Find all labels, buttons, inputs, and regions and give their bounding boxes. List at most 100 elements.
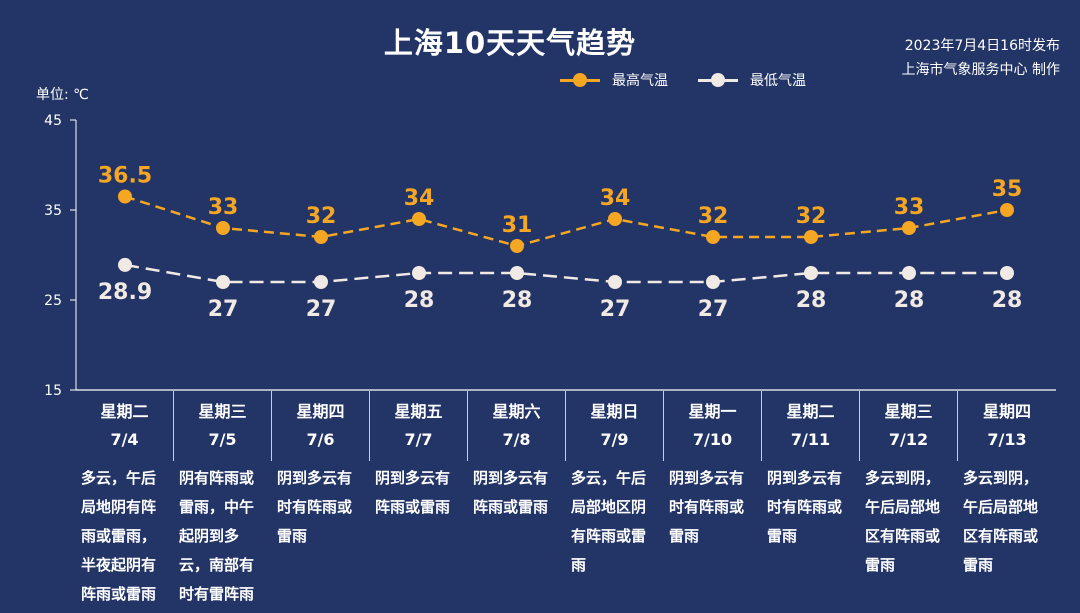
low-temp-point bbox=[902, 266, 916, 280]
weekday-label: 星期三 bbox=[884, 402, 933, 421]
weather-description: 阴到多云有时有阵雨或雷雨 bbox=[669, 469, 745, 545]
weather-description: 阴到多云有时有阵雨或雷雨 bbox=[767, 469, 843, 545]
high-temp-label: 32 bbox=[698, 204, 729, 229]
low-temp-label: 27 bbox=[698, 297, 729, 322]
low-temp-label: 27 bbox=[306, 297, 337, 322]
y-tick-label: 45 bbox=[44, 113, 62, 129]
low-temp-point bbox=[1000, 266, 1014, 280]
weather-description: 多云，午后局地阴有阵雨或雷雨，半夜起阴有阵雨或雷雨 bbox=[81, 469, 157, 603]
legend-label-low: 最低气温 bbox=[750, 73, 806, 89]
weather-description: 阴有阵雨或雷雨，中午起阴到多云，南部有时有雷阵雨 bbox=[179, 469, 255, 603]
high-temp-point bbox=[706, 230, 720, 244]
weather-description: 多云，午后局部地区阴有阵雨或雷雨 bbox=[571, 469, 647, 574]
legend-item-low: 最低气温 bbox=[698, 70, 806, 90]
high-temp-point bbox=[1000, 203, 1014, 217]
low-temp-line bbox=[124, 263, 1007, 284]
day-header-cell: 星期二 7/4 bbox=[76, 391, 174, 461]
low-temp-point bbox=[804, 266, 818, 280]
weekday-label: 星期二 bbox=[786, 402, 835, 421]
y-tick-label: 15 bbox=[44, 383, 62, 399]
low-temp-point bbox=[412, 266, 426, 280]
date-label: 7/12 bbox=[888, 430, 929, 449]
high-temp-label: 32 bbox=[796, 204, 827, 229]
weather-description-row: 多云，午后局地阴有阵雨或雷雨，半夜起阴有阵雨或雷雨 阴有阵雨或雷雨，中午起阴到多云… bbox=[76, 464, 1056, 609]
low-temp-point bbox=[608, 275, 622, 289]
high-temp-line bbox=[124, 195, 1008, 248]
day-header-cell: 星期三 7/5 bbox=[174, 391, 272, 461]
high-temp-label: 33 bbox=[208, 195, 239, 220]
high-temp-label: 34 bbox=[600, 186, 631, 211]
high-temp-label: 32 bbox=[306, 204, 337, 229]
day-header-cell: 星期五 7/7 bbox=[370, 391, 468, 461]
weekday-label: 星期三 bbox=[198, 402, 247, 421]
low-temp-label: 28 bbox=[894, 288, 925, 313]
high-temp-point bbox=[314, 230, 328, 244]
high-temp-point bbox=[902, 221, 916, 235]
date-label: 7/4 bbox=[110, 430, 139, 449]
low-temp-label: 27 bbox=[600, 297, 631, 322]
weekday-label: 星期四 bbox=[982, 402, 1031, 421]
low-temp-label: 28 bbox=[502, 288, 533, 313]
weekday-label: 星期六 bbox=[492, 402, 541, 421]
day-header-row: 星期二 7/4 星期三 7/5 星期四 7/6 星期五 7/7 星期六 7/8 星期日 7/9 星期一 7… bbox=[76, 391, 1056, 461]
publish-time: 2023年7月4日16时发布 bbox=[904, 38, 1060, 54]
weather-description: 阴到多云有时有阵雨或雷雨 bbox=[277, 469, 353, 545]
y-tick-label: 35 bbox=[44, 203, 62, 219]
high-temp-point bbox=[216, 221, 230, 235]
high-temp-label: 33 bbox=[894, 195, 925, 220]
date-label: 7/6 bbox=[306, 430, 335, 449]
low-temp-label: 28 bbox=[796, 288, 827, 313]
day-header-cell: 星期三 7/12 bbox=[860, 391, 958, 461]
legend-swatch-low bbox=[698, 73, 738, 87]
date-label: 7/7 bbox=[404, 430, 433, 449]
high-temp-label: 36.5 bbox=[98, 164, 152, 189]
legend-label-high: 最高气温 bbox=[612, 73, 668, 89]
low-temp-point bbox=[118, 257, 132, 272]
low-temp-label: 28 bbox=[404, 288, 435, 313]
day-header-cell: 星期四 7/13 bbox=[958, 391, 1056, 461]
publisher: 上海市气象服务中心 制作 bbox=[901, 62, 1060, 78]
date-label: 7/10 bbox=[692, 430, 733, 449]
high-temp-point bbox=[804, 230, 818, 244]
low-temp-label: 28.9 bbox=[98, 280, 152, 305]
low-temp-point bbox=[510, 266, 524, 280]
day-header-cell: 星期日 7/9 bbox=[566, 391, 664, 461]
date-label: 7/5 bbox=[208, 430, 237, 449]
weather-description: 阴到多云有阵雨或雷雨 bbox=[473, 469, 549, 516]
high-temp-label: 31 bbox=[502, 213, 533, 238]
weekday-label: 星期日 bbox=[590, 402, 639, 421]
low-temp-point bbox=[314, 275, 328, 289]
weekday-label: 星期一 bbox=[688, 402, 737, 421]
high-temp-point bbox=[118, 189, 132, 204]
day-header-cell: 星期六 7/8 bbox=[468, 391, 566, 461]
legend-item-high: 最高气温 bbox=[560, 70, 668, 90]
day-header-cell: 星期四 7/6 bbox=[272, 391, 370, 461]
high-temp-label: 35 bbox=[992, 177, 1023, 202]
high-temp-point bbox=[608, 212, 622, 226]
y-axis-unit-label: 单位: ℃ bbox=[36, 87, 89, 103]
date-label: 7/11 bbox=[790, 430, 831, 449]
weather-description: 多云到阴，午后局部地区有阵雨或雷雨 bbox=[865, 469, 941, 574]
legend-swatch-high bbox=[560, 73, 600, 87]
low-temp-point bbox=[216, 275, 230, 289]
y-tick-label: 25 bbox=[44, 293, 62, 309]
high-temp-label: 34 bbox=[404, 186, 435, 211]
date-label: 7/8 bbox=[502, 430, 531, 449]
weather-description: 阴到多云有阵雨或雷雨 bbox=[375, 469, 451, 516]
day-header-cell: 星期一 7/10 bbox=[664, 391, 762, 461]
high-temp-point bbox=[412, 212, 426, 226]
weekday-label: 星期五 bbox=[394, 402, 443, 421]
low-temp-label: 28 bbox=[992, 288, 1023, 313]
date-label: 7/13 bbox=[987, 430, 1027, 449]
date-label: 7/9 bbox=[600, 430, 629, 449]
weather-description: 多云到阴，午后局部地区有阵雨或雷雨 bbox=[963, 469, 1039, 574]
legend: 最高气温 最低气温 bbox=[560, 70, 806, 90]
chart-title: 上海10天天气趋势 bbox=[383, 26, 637, 60]
low-temp-point bbox=[706, 275, 720, 289]
publish-info: 2023年7月4日16时发布 上海市气象服务中心 制作 bbox=[902, 34, 1060, 82]
day-header-cell: 星期二 7/11 bbox=[762, 391, 860, 461]
weekday-label: 星期二 bbox=[100, 402, 149, 421]
low-temp-label: 27 bbox=[208, 297, 239, 322]
weekday-label: 星期四 bbox=[296, 402, 345, 421]
